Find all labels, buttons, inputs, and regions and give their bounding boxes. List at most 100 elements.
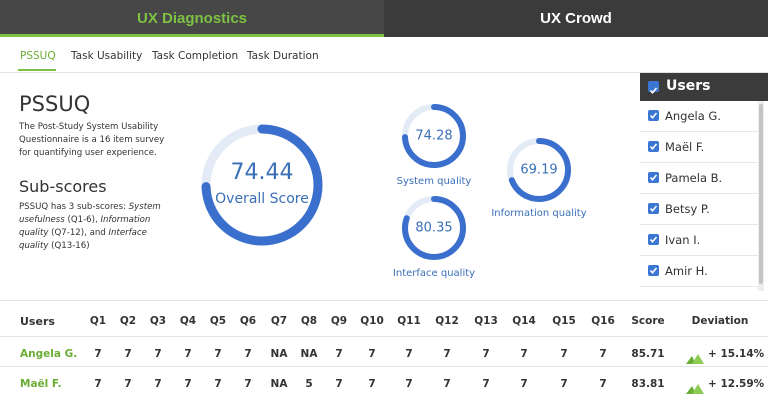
table-header: Q12 [435,315,459,327]
text: Interface quality [19,228,147,251]
tab[interactable]: UX Diagnostics [0,0,384,37]
subtab[interactable]: Task Usability [71,50,143,62]
text: PSSUQ has 3 sub-scores: [19,202,129,212]
deviation: + 12.59% [708,378,765,390]
tab[interactable]: UX Crowd [384,0,768,37]
user-name: Betsy P. [665,202,710,216]
gauge-value: 69.19 [520,163,557,178]
table-cell: 7 [405,378,413,390]
row-divider [0,336,768,337]
subscores-text: PSSUQ has 3 sub-scores: System usefulnes… [19,201,167,253]
subtab[interactable]: Task Duration [247,50,319,62]
table-header: Q14 [512,315,536,327]
gauge-value: 74.44 [231,160,294,185]
user-name[interactable]: Maël F. [20,378,62,390]
users-title: Users [666,78,711,94]
table-cell: 7 [520,348,528,360]
table-cell: 7 [214,348,222,360]
table-cell: 7 [184,378,192,390]
table-header: Q9 [330,315,348,327]
table-cell: 7 [335,348,343,360]
table-header: Q1 [89,315,107,327]
checkbox[interactable] [648,265,659,276]
table-cell: 7 [154,348,162,360]
table-cell: 7 [599,348,607,360]
checkbox[interactable] [648,172,659,183]
table-cell: 85.71 [631,348,665,360]
user-name: Maël F. [665,140,705,154]
trend-icon [686,379,704,398]
divider [0,72,768,73]
table-cell: NA [300,348,318,360]
table-cell: 7 [482,378,490,390]
table-cell: 7 [214,378,222,390]
scrollbar-thumb[interactable] [759,104,763,284]
divider [0,300,768,301]
user-row: Maël F. [640,132,758,163]
table-cell: 7 [94,348,102,360]
subtab-underline [18,69,56,71]
text: Information quality [19,215,151,238]
table-header: Q7 [270,315,288,327]
table-cell: 7 [405,348,413,360]
table-header: Q16 [591,315,615,327]
checkbox[interactable] [648,234,659,245]
gauge-arc [402,196,466,260]
table-cell: 7 [124,378,132,390]
checkbox[interactable] [648,141,659,152]
user-row: Betsy P. [640,194,758,225]
row-divider [0,366,768,367]
text: (Q7-12), and [48,228,109,238]
table-cell: 7 [124,348,132,360]
checkbox[interactable] [648,81,659,95]
users-header: Users [640,73,768,101]
table-header: Q4 [179,315,197,327]
table-cell: 7 [520,378,528,390]
user-name: Pamela B. [665,171,723,185]
table-cell: 5 [305,378,313,390]
checkbox[interactable] [648,110,659,121]
table-cell: 7 [368,378,376,390]
table-header: Q2 [119,315,137,327]
table-cell: 7 [335,378,343,390]
table-header: Q13 [474,315,498,327]
table-cell: 7 [368,348,376,360]
user-name[interactable]: Angela G. [20,348,78,360]
gauge-value: 80.35 [415,221,452,236]
table-cell: NA [270,348,288,360]
user-row: Ivan I. [640,225,758,256]
table-header: Q11 [397,315,421,327]
table-cell: 7 [244,378,252,390]
user-name: Amir H. [665,264,708,278]
gauge-label: Information quality [491,208,586,219]
table-header: Q15 [552,315,576,327]
text: System usefulness [19,202,161,225]
subtab[interactable]: Task Completion [152,50,239,62]
gauges: 74.44 Overall Score 74.28 System quality 69.… [201,104,587,279]
table-header: Deviation [691,315,749,327]
text: (Q1-6), [64,215,101,225]
table-cell: 83.81 [631,378,665,390]
gauge-value: 74.28 [415,129,452,144]
text: (Q13-16) [48,241,90,251]
user-name: Ivan I. [665,233,701,247]
gauge-arc [201,124,323,246]
subscores-title: Sub-scores [19,177,107,196]
user-row: Amir H. [640,256,758,287]
user-row: Angela G. [640,101,758,132]
table-cell: 7 [599,378,607,390]
table-cell: 7 [443,378,451,390]
deviation: + 15.14% [708,348,765,360]
table-cell: 7 [560,378,568,390]
checkbox[interactable] [648,203,659,214]
gauge-arc [507,138,571,202]
table-header: Score [631,315,665,327]
intro-title: PSSUQ [19,92,91,116]
gauge-label: Overall Score [215,191,309,207]
table-header: Q6 [239,315,257,327]
table-cell: 7 [443,348,451,360]
subtab[interactable]: PSSUQ [20,50,56,62]
user-name: Angela G. [665,109,721,123]
table-header: Q8 [300,315,318,327]
